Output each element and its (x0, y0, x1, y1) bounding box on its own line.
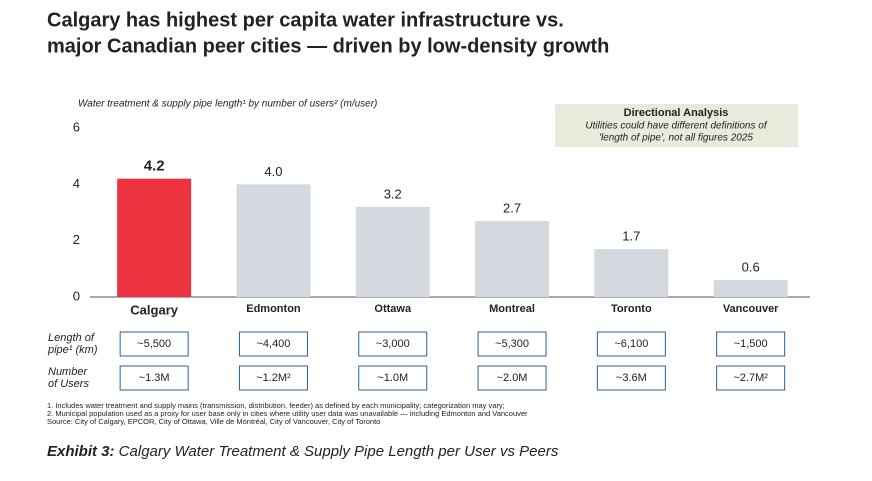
row-label: Length of (48, 332, 95, 344)
annotation-box (555, 104, 798, 147)
table-cell-text: ~4,400 (256, 338, 290, 350)
annotation-text: Utilities could have different definitio… (585, 121, 767, 132)
x-tick-label: Ottawa (374, 303, 412, 315)
value-label: 2.7 (503, 200, 521, 215)
row-label: pipe¹ (km) (47, 344, 98, 356)
x-tick-label: Calgary (130, 302, 178, 317)
table-cell-text: ~1.2M² (256, 372, 291, 384)
table-cell (119, 331, 189, 357)
annotation-title: Directional Analysis (624, 107, 729, 119)
bar (713, 280, 788, 297)
table-cell (716, 365, 786, 391)
table-cell (477, 365, 547, 391)
y-tick-label: 6 (73, 119, 80, 134)
footnote: 2. Municipal population used as a proxy … (47, 409, 528, 418)
table-cell-text: ~1.0M (377, 372, 408, 384)
y-tick-label: 4 (73, 176, 80, 191)
row-label: Number (48, 366, 88, 378)
table-cell (716, 331, 786, 357)
table-cell-text: ~5,500 (137, 338, 171, 350)
table-cell (238, 331, 308, 357)
bar (594, 249, 669, 297)
bar (117, 178, 192, 297)
x-tick-label: Vancouver (723, 303, 779, 315)
annotation-text: 'length of pipe', not all figures 2025 (599, 133, 753, 144)
value-label: 4.0 (264, 164, 282, 179)
value-label: 1.7 (622, 229, 640, 244)
table-cell (119, 365, 189, 391)
x-tick-label: Toronto (611, 303, 652, 315)
table-cell-text: ~6,100 (614, 338, 648, 350)
y-axis-label: Water treatment & supply pipe length¹ by… (78, 99, 377, 110)
caption-text: Calgary Water Treatment & Supply Pipe Le… (115, 443, 559, 460)
bar (236, 184, 311, 297)
table-cell-text: ~2.7M² (733, 372, 768, 384)
chart-title: major Canadian peer cities — driven by l… (47, 35, 609, 57)
value-label: 0.6 (742, 260, 760, 275)
table-cell (596, 365, 666, 391)
table-cell (358, 365, 428, 391)
table-cell-text: ~3.6M (616, 372, 647, 384)
y-tick-label: 2 (73, 232, 80, 247)
x-tick-label: Edmonton (246, 303, 301, 315)
table-cell (477, 331, 547, 357)
value-label: 4.2 (144, 158, 165, 175)
y-tick-label: 0 (73, 288, 80, 303)
footnote: Source: City of Calgary, EPCOR, City of … (47, 417, 380, 426)
table-cell (358, 331, 428, 357)
table-cell-text: ~1,500 (734, 338, 768, 350)
table-cell-text: ~1.3M (139, 372, 170, 384)
bar (475, 220, 550, 297)
value-label: 3.2 (384, 186, 402, 201)
table-cell (238, 365, 308, 391)
caption-lead: Exhibit 3: (47, 443, 115, 460)
caption: Exhibit 3: Calgary Water Treatment & Sup… (47, 443, 559, 460)
footnote: 1. Includes water treatment and supply m… (47, 401, 505, 410)
table-cell-text: ~3,000 (376, 338, 410, 350)
bar (355, 206, 430, 297)
row-label: of Users (48, 378, 89, 390)
table-cell-text: ~2.0M (497, 372, 528, 384)
table-cell (596, 331, 666, 357)
table-cell-text: ~5,300 (495, 338, 529, 350)
x-tick-label: Montreal (489, 303, 535, 315)
chart-title: Calgary has highest per capita water inf… (47, 9, 564, 31)
